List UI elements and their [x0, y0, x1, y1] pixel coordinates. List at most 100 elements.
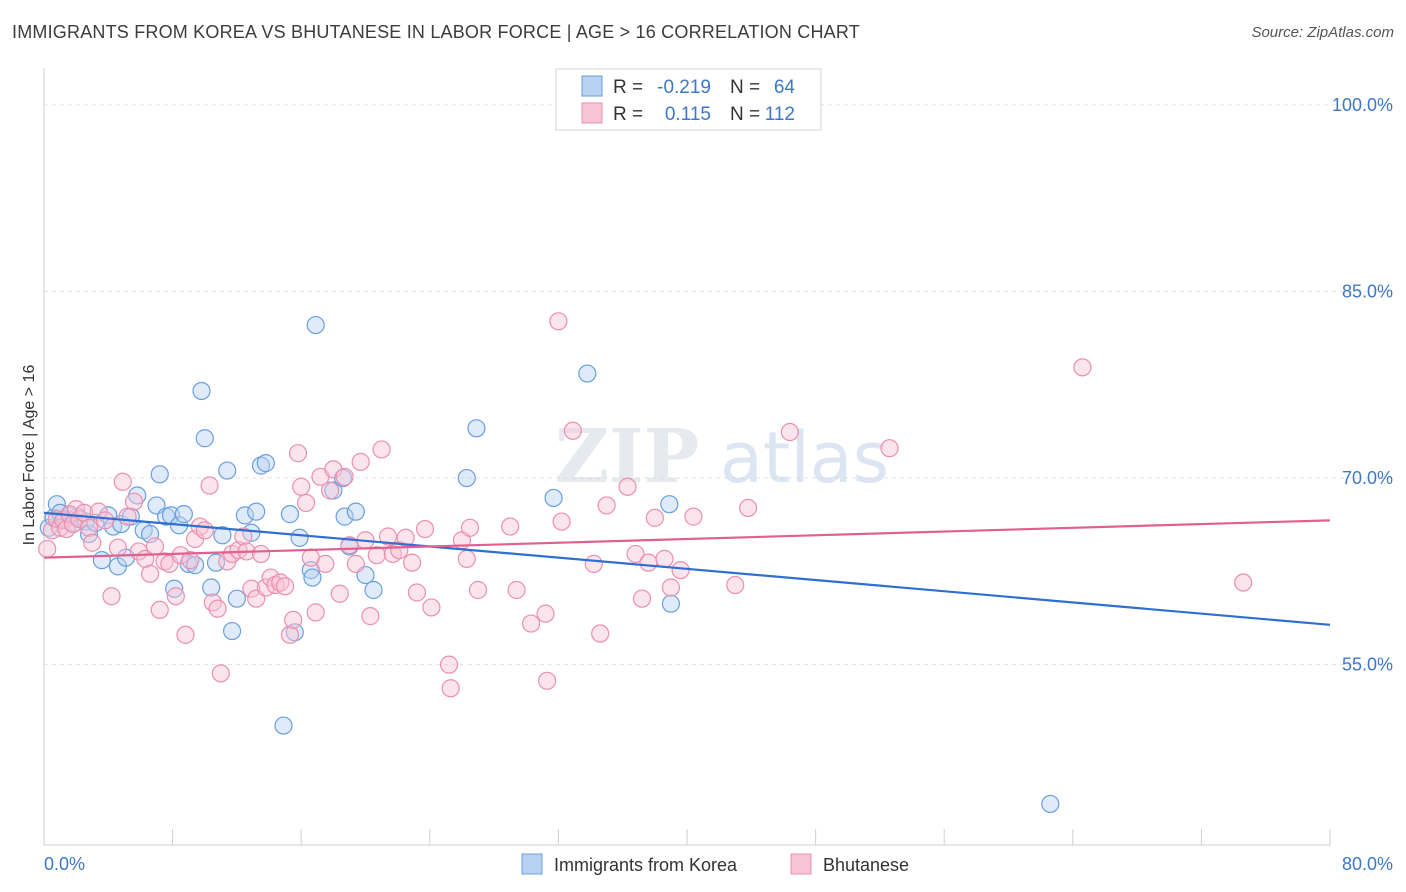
point-korea: [274, 716, 293, 735]
point-bhutanese: [536, 604, 555, 623]
point-bhutanese: [280, 625, 300, 644]
watermark-zip: ZIP: [555, 414, 699, 500]
point-korea: [218, 461, 237, 480]
point-bhutanese: [266, 575, 285, 595]
point-korea: [544, 488, 563, 508]
point-korea: [174, 505, 193, 524]
point-bhutanese: [124, 492, 144, 511]
point-bhutanese: [597, 496, 616, 515]
point-bhutanese: [584, 554, 603, 573]
series-legend-label-korea: Immigrants from Korea: [554, 855, 738, 875]
point-bhutanese: [306, 603, 325, 622]
point-bhutanese: [661, 578, 681, 597]
point-bhutanese: [632, 589, 652, 608]
point-bhutanese: [208, 599, 227, 618]
point-bhutanese: [403, 553, 422, 572]
point-bhutanese: [95, 511, 115, 530]
point-bhutanese: [501, 517, 520, 536]
trend-lines: [43, 511, 1331, 626]
point-bhutanese: [780, 422, 799, 442]
point-korea: [578, 364, 597, 383]
legend-r-value-bhutanese: 0.115: [665, 104, 711, 125]
point-bhutanese: [108, 538, 128, 557]
point-bhutanese: [251, 544, 271, 564]
chart-source: Source: ZipAtlas.com: [1251, 24, 1394, 41]
point-bhutanese: [684, 507, 703, 526]
point-bhutanese: [468, 580, 488, 600]
legend-swatch-korea: [581, 75, 603, 97]
point-bhutanese: [102, 587, 121, 606]
point-bhutanese: [521, 614, 541, 633]
legend-n-value-bhutanese: 112: [765, 104, 795, 125]
point-bhutanese: [538, 671, 557, 690]
point-bhutanese: [346, 554, 365, 573]
legend-n-value-korea: 64: [774, 77, 796, 98]
watermark-atlas: atlas: [720, 417, 889, 499]
point-korea: [186, 556, 205, 575]
point-bhutanese: [195, 521, 214, 540]
y-tick-label: 85.0%: [1342, 281, 1393, 301]
point-bhutanese: [378, 527, 398, 546]
point-korea: [213, 526, 232, 545]
legend-r-label-bhutanese: R =: [613, 104, 643, 125]
point-korea: [290, 528, 309, 547]
point-bhutanese: [1234, 573, 1253, 592]
legend-n-label-korea: N =: [730, 77, 760, 98]
watermark: ZIP atlas: [555, 414, 889, 500]
point-bhutanese: [618, 477, 637, 496]
point-korea: [256, 454, 275, 473]
point-korea: [660, 495, 679, 514]
point-bhutanese: [150, 600, 169, 620]
point-korea: [235, 506, 255, 525]
point-bhutanese: [671, 560, 690, 580]
point-bhutanese: [351, 452, 370, 471]
point-bhutanese: [563, 421, 582, 440]
point-korea: [335, 507, 354, 526]
point-korea: [222, 621, 242, 641]
point-bhutanese: [79, 518, 99, 537]
point-bhutanese: [284, 610, 303, 629]
point-korea: [346, 502, 365, 521]
point-korea: [364, 580, 383, 600]
x-tick-label-min: 0.0%: [44, 854, 85, 874]
point-bhutanese: [591, 624, 610, 643]
grid: [44, 104, 1392, 666]
point-korea: [192, 381, 211, 401]
point-bhutanese: [113, 472, 132, 491]
point-bhutanese: [460, 518, 480, 537]
legend-n-label-bhutanese: N =: [730, 104, 760, 125]
data-points: [38, 312, 1253, 814]
point-bhutanese: [626, 544, 645, 564]
point-bhutanese: [726, 575, 745, 595]
point-bhutanese: [242, 579, 261, 598]
chart-title: IMMIGRANTS FROM KOREA VS BHUTANESE IN LA…: [12, 22, 860, 42]
point-bhutanese: [655, 549, 674, 569]
point-korea: [202, 578, 221, 597]
series-legend: Immigrants from Korea Bhutanese: [521, 853, 909, 875]
point-korea: [150, 465, 169, 484]
point-korea: [165, 579, 184, 598]
y-tick-label: 100.0%: [1332, 95, 1393, 115]
stats-legend: R = -0.219 N = 64 R = 0.115 N = 112: [555, 68, 822, 131]
point-bhutanese: [203, 593, 222, 612]
legend-swatch-bhutanese: [581, 102, 603, 124]
point-bhutanese: [367, 546, 386, 565]
y-tick-label: 55.0%: [1342, 655, 1393, 675]
point-korea: [92, 551, 111, 570]
point-bhutanese: [330, 584, 349, 603]
point-korea: [280, 505, 300, 524]
series-legend-swatch-bhutanese: [790, 853, 812, 875]
trend-line-korea: [43, 511, 1331, 626]
point-bhutanese: [335, 467, 354, 486]
point-bhutanese: [639, 553, 658, 572]
point-bhutanese: [415, 519, 435, 539]
point-bhutanese: [200, 476, 219, 495]
point-korea: [251, 456, 271, 475]
series-legend-label-bhutanese: Bhutanese: [823, 855, 909, 875]
series-legend-swatch-korea: [521, 853, 543, 875]
point-bhutanese: [407, 583, 427, 602]
point-bhutanese: [276, 577, 295, 596]
legend-r-label-korea: R =: [613, 77, 643, 98]
point-bhutanese: [1073, 358, 1092, 377]
